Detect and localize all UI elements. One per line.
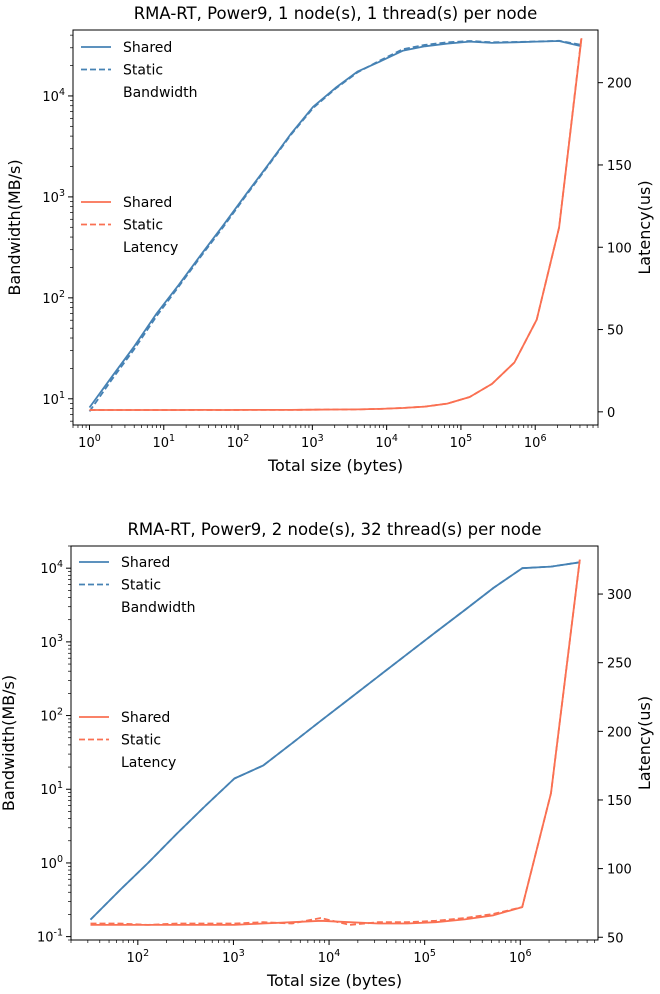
y-left-tick-label: 103 — [42, 188, 65, 206]
y-left-tick-label: 104 — [40, 559, 63, 577]
chart-title: RMA-RT, Power9, 2 node(s), 32 thread(s) … — [127, 520, 541, 539]
legend-latency: Shared Static Latency — [81, 195, 178, 256]
y-right-tick-label: 0 — [607, 406, 615, 421]
legend-title: Bandwidth — [121, 600, 196, 616]
legend-shared-label: Shared — [123, 40, 172, 56]
x-tick-label: 104 — [318, 948, 341, 966]
y-right-tick-label: 150 — [607, 159, 632, 174]
x-axis-label: Total size (bytes) — [266, 971, 402, 990]
y-left-tick-label: 104 — [42, 87, 65, 105]
x-tick-label: 105 — [413, 948, 436, 966]
chart-top: RMA-RT, Power9, 1 node(s), 1 thread(s) p… — [5, 4, 654, 475]
y-left-tick-label: 101 — [42, 390, 65, 408]
y-left-tick-label: 100 — [40, 854, 63, 872]
y-right-tick-label: 50 — [607, 324, 624, 339]
legend-shared-label: Shared — [123, 195, 172, 211]
y-right-tick-label: 250 — [607, 657, 632, 672]
chart-title: RMA-RT, Power9, 1 node(s), 1 thread(s) p… — [134, 4, 538, 23]
y-left-axis-label: Bandwidth(MB/s) — [5, 159, 24, 295]
x-tick-label: 106 — [524, 433, 547, 451]
y-right-tick-label: 200 — [607, 725, 632, 740]
legend-shared-label: Shared — [121, 710, 170, 726]
legend-bandwidth: Shared Static Bandwidth — [81, 40, 198, 101]
x-tick-label: 103 — [222, 948, 245, 966]
x-tick-label: 100 — [78, 433, 101, 451]
legend-static-label: Static — [123, 218, 163, 234]
plot-frame — [70, 545, 599, 941]
legend-title: Latency — [123, 240, 178, 256]
legend-static-label: Static — [121, 578, 161, 594]
legend-static-label: Static — [121, 733, 161, 749]
y-right-tick-label: 200 — [607, 77, 632, 92]
y-left-tick-label: 102 — [40, 707, 63, 725]
x-tick-label: 102 — [227, 433, 250, 451]
x-tick-label: 102 — [127, 948, 150, 966]
y-left-tick-label: 101 — [40, 780, 63, 798]
x-tick-label: 105 — [450, 433, 473, 451]
series-latency-shared-line — [90, 559, 581, 926]
x-tick-label: 101 — [152, 433, 175, 451]
y-right-axis-label: Latency(us) — [635, 696, 654, 790]
y-left-axis-label: Bandwidth(MB/s) — [0, 675, 18, 811]
legend-title: Bandwidth — [123, 85, 198, 101]
x-tick-label: 103 — [301, 433, 324, 451]
legend-static-label: Static — [123, 63, 163, 79]
series-bandwidth-shared-line — [88, 40, 582, 409]
series-bandwidth-shared-line — [89, 561, 580, 921]
y-right-tick-label: 150 — [607, 794, 632, 809]
y-left-tick-label: 103 — [40, 633, 63, 651]
legend-title: Latency — [121, 755, 176, 771]
y-right-axis-label: Latency(us) — [635, 180, 654, 274]
x-tick-label: 106 — [509, 948, 532, 966]
x-axis-label: Total size (bytes) — [267, 456, 403, 475]
y-right-tick-label: 300 — [607, 588, 632, 603]
y-left-tick-label: 10-1 — [37, 928, 63, 946]
legend-bandwidth: Shared Static Bandwidth — [79, 555, 196, 616]
y-right-tick-label: 100 — [607, 241, 632, 256]
y-right-tick-label: 100 — [607, 863, 632, 878]
legend-latency: Shared Static Latency — [79, 710, 176, 771]
series-latency-shared-line — [89, 38, 583, 411]
x-tick-label: 104 — [375, 433, 398, 451]
y-left-tick-label: 102 — [42, 289, 65, 307]
y-right-tick-label: 50 — [607, 931, 624, 946]
legend-shared-label: Shared — [121, 555, 170, 571]
chart-bottom: RMA-RT, Power9, 2 node(s), 32 thread(s) … — [0, 520, 654, 990]
